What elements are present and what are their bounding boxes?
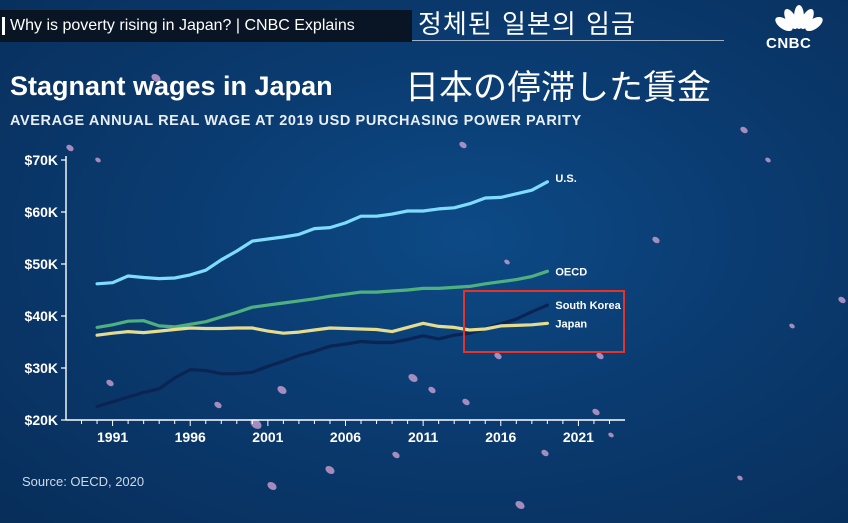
petal <box>106 379 114 387</box>
korean-subtitle: 정체된 일본의 임금 <box>418 10 636 40</box>
source-note: Source: OECD, 2020 <box>22 474 145 489</box>
series-label-south-korea: South Korea <box>555 300 621 312</box>
series-line-south-korea <box>95 303 550 409</box>
petal <box>459 141 467 149</box>
petal <box>504 259 510 265</box>
peacock-icon <box>775 5 823 32</box>
y-tick-label: $40K <box>25 308 58 324</box>
cherry-blossom-petals <box>66 73 846 510</box>
series-label-japan: Japan <box>555 318 587 330</box>
series-label-us: U.S. <box>555 173 576 185</box>
petal <box>515 500 525 510</box>
petal <box>494 352 502 360</box>
x-tick-label: 2011 <box>408 429 439 445</box>
petal <box>325 465 335 475</box>
petal <box>428 386 436 394</box>
petal <box>66 144 74 152</box>
petal <box>765 157 771 163</box>
subtitle-divider <box>412 40 724 41</box>
title-bar-mark <box>2 17 5 35</box>
chart-series-lines <box>95 180 550 409</box>
petal <box>608 432 614 438</box>
petal <box>462 398 470 406</box>
series-line-us <box>95 180 550 286</box>
petal <box>737 475 743 481</box>
video-title-bar[interactable]: Why is poverty rising in Japan? | CNBC E… <box>0 10 412 42</box>
x-tick-label: 2001 <box>252 429 283 445</box>
petal <box>592 408 600 416</box>
petal <box>838 296 846 304</box>
chart-series-labels: U.S. OECD South Korea Japan <box>555 173 621 330</box>
petal <box>214 401 222 409</box>
petal <box>652 236 660 244</box>
petal <box>408 373 418 383</box>
japanese-subtitle: 日本の停滞した賃金 <box>405 68 711 108</box>
petal <box>151 73 161 83</box>
petal <box>250 419 262 429</box>
petal <box>789 323 795 329</box>
y-tick-label: $20K <box>25 412 58 428</box>
petal <box>541 449 549 457</box>
cnbc-logo[interactable]: CNBC <box>764 2 838 52</box>
highlight-box <box>463 290 625 353</box>
chart-axes: $20K $30K $40K $50K $60K $70K 1991 1996 2001 2006… <box>25 152 625 445</box>
petal <box>392 451 400 459</box>
cnbc-logo-text: CNBC <box>766 35 812 52</box>
series-line-oecd <box>95 269 550 329</box>
series-label-oecd: OECD <box>555 266 587 278</box>
y-tick-label: $60K <box>25 204 58 220</box>
petal <box>277 385 287 395</box>
x-tick-label: 2021 <box>563 429 594 445</box>
y-tick-label: $50K <box>25 256 58 272</box>
chart-title: Stagnant wages in Japan <box>10 71 333 101</box>
petal <box>267 481 277 491</box>
y-tick-label: $30K <box>25 360 58 376</box>
y-tick-label: $70K <box>25 152 58 168</box>
x-tick-label: 2016 <box>485 429 516 445</box>
x-tick-label: 1991 <box>97 429 128 445</box>
petal <box>95 157 101 163</box>
petal <box>740 126 748 134</box>
petal <box>596 352 604 360</box>
series-line-japan <box>95 321 550 337</box>
x-tick-label: 2006 <box>330 429 361 445</box>
chart-subtitle: AVERAGE ANNUAL REAL WAGE AT 2019 USD PUR… <box>10 113 582 129</box>
video-title[interactable]: Why is poverty rising in Japan? | CNBC E… <box>10 17 355 34</box>
x-tick-label: 1996 <box>175 429 206 445</box>
